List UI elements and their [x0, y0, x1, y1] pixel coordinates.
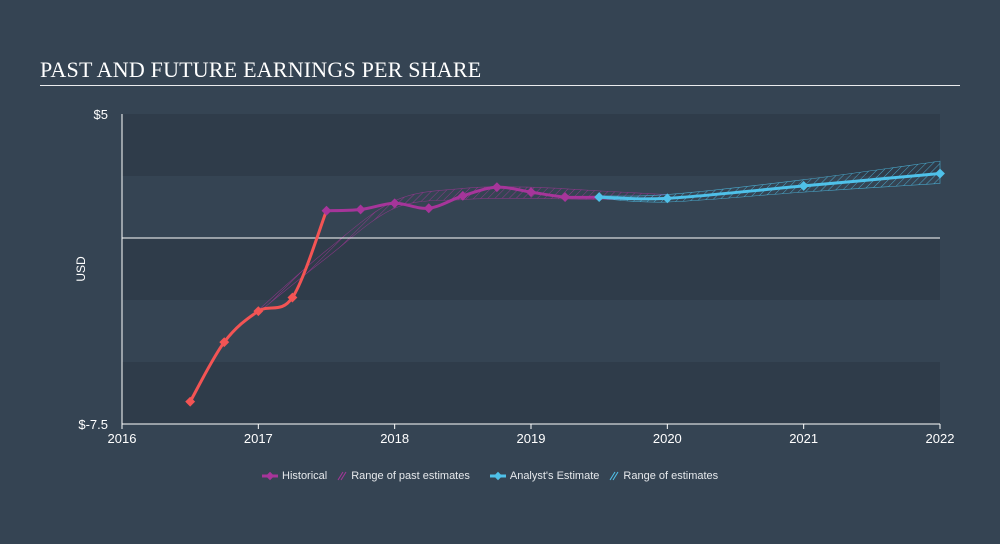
- historical-point: [219, 337, 230, 348]
- legend-past-range[interactable]: Range of past estimates: [337, 470, 470, 482]
- historical-point: [321, 205, 332, 216]
- historical-point: [526, 187, 536, 198]
- future-range-hatch-icon: [609, 471, 619, 481]
- legend-estimate[interactable]: Analyst's Estimate: [489, 470, 600, 482]
- legend-estimate-label: Analyst's Estimate: [509, 470, 600, 482]
- x-tick-label: 2021: [789, 431, 818, 446]
- legend-past-range-label: Range of past estimates: [351, 470, 470, 482]
- estimate-point: [935, 168, 945, 179]
- historical-point: [287, 292, 298, 303]
- y-tick-label: $-7.5: [78, 417, 108, 432]
- historical-point: [491, 182, 502, 193]
- y-axis-title: USD: [74, 256, 88, 282]
- x-tick-label: 2018: [380, 431, 409, 446]
- y-tick-label: $5: [94, 107, 108, 122]
- x-tick-label: 2019: [517, 431, 546, 446]
- grid-band: [122, 114, 940, 176]
- estimate-line: [599, 172, 941, 201]
- historical-point: [389, 198, 400, 209]
- grid-band: [122, 362, 940, 424]
- legend-future-range[interactable]: Range of estimates: [609, 470, 718, 482]
- historical-point: [355, 204, 366, 215]
- chart-title: PAST AND FUTURE EARNINGS PER SHARE: [40, 57, 482, 82]
- estimate-point: [594, 192, 605, 203]
- historical-point: [560, 192, 571, 203]
- x-tick-label: 2017: [244, 431, 273, 446]
- x-tick-label: 2020: [653, 431, 682, 446]
- historical-point: [185, 396, 196, 407]
- chart-legend: Historical Range of past estimates Analy…: [262, 468, 728, 484]
- grid-band: [122, 238, 940, 300]
- estimate-point: [798, 180, 809, 191]
- x-tick-label: 2016: [108, 431, 137, 446]
- legend-historical-label: Historical: [282, 470, 328, 482]
- estimate-point: [662, 193, 673, 204]
- legend-future-range-label: Range of estimates: [623, 470, 719, 482]
- legend-historical[interactable]: Historical: [262, 470, 327, 482]
- historical-point: [253, 306, 264, 317]
- x-tick-label: 2022: [926, 431, 955, 446]
- estimate-line-marker-icon: [489, 471, 506, 481]
- grid-band: [122, 300, 940, 362]
- historical-line-marker-icon: [262, 471, 278, 481]
- title-divider: [40, 85, 960, 86]
- historical-point: [423, 203, 434, 214]
- historical-point: [457, 190, 468, 201]
- past-range-hatch-icon: [337, 471, 347, 481]
